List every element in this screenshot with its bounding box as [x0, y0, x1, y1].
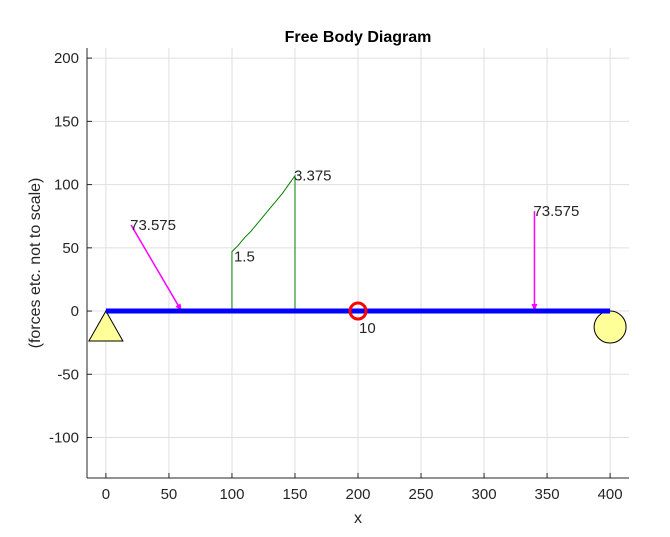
x-tick-label: 0: [102, 486, 110, 503]
x-tick-label: 250: [409, 486, 434, 503]
x-tick-label: 50: [161, 486, 178, 503]
x-tick-label: 350: [535, 486, 560, 503]
distributed-load: 1.5 3.375: [231, 168, 332, 312]
y-axis-label: (forces etc. not to scale): [27, 178, 44, 349]
y-tick-label: -50: [57, 366, 79, 383]
distributed-load-curve: [231, 174, 296, 312]
point-load-arrow: 73.575: [531, 203, 579, 312]
x-tick-label: 400: [598, 486, 623, 503]
x-tick-label: 200: [345, 486, 370, 503]
y-tick-label: -100: [49, 430, 79, 447]
x-tick-label: 100: [219, 486, 244, 503]
y-tick-label: 200: [54, 50, 79, 67]
distributed-load-start-label: 1.5: [234, 249, 255, 266]
y-tick-label: 150: [54, 113, 79, 130]
grid-lines: [87, 48, 629, 478]
distributed-load-end-label: 3.375: [294, 168, 332, 185]
chart-title: Free Body Diagram: [285, 29, 432, 46]
y-tick-label: 100: [54, 177, 79, 194]
y-tick-label: 50: [62, 240, 79, 257]
moment-marker: [348, 301, 368, 321]
x-tick-label: 300: [472, 486, 497, 503]
point-load-label: 73.575: [130, 217, 176, 234]
point-load-label: 73.575: [533, 203, 579, 220]
x-axis-label: x: [354, 510, 362, 527]
point-load-shaft: [130, 224, 183, 312]
point-load-arrow: 73.575: [130, 217, 183, 312]
point-load-arrowhead: [531, 304, 538, 312]
pin-support: [88, 310, 124, 342]
roller-support: [593, 310, 627, 344]
moment-label: 10: [359, 320, 376, 337]
x-tick-label: 150: [282, 486, 307, 503]
y-tick-label: 0: [71, 303, 79, 320]
